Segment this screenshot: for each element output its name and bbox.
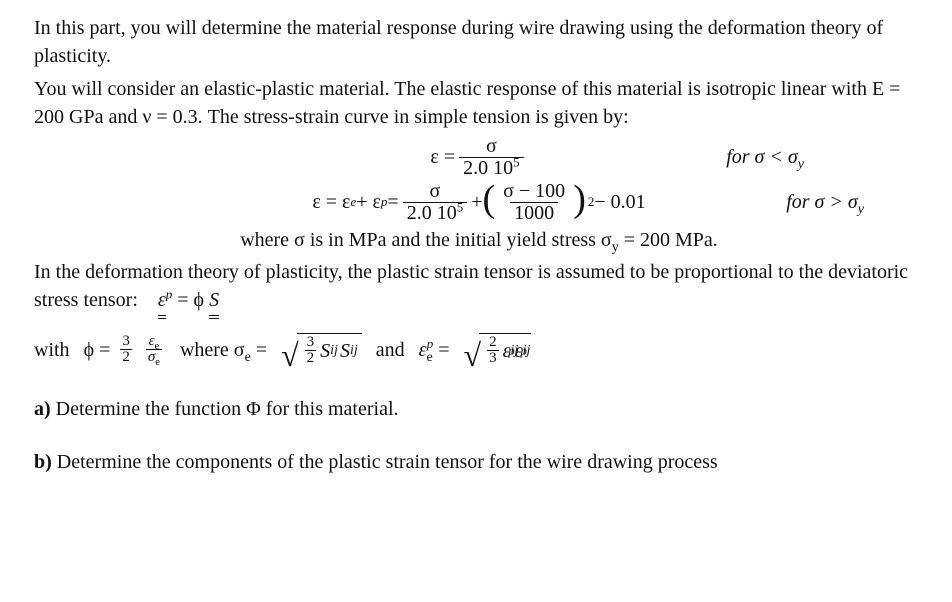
equation-elastic: ε = σ 2.0 105 for σ < σy <box>34 136 924 179</box>
eq1-denominator: 2.0 105 <box>459 157 524 179</box>
sqrt-radicand-1: 3 2 Sij Sij <box>297 333 362 368</box>
eps-e-p-def: εep = <box>419 336 450 364</box>
ep-sub: e <box>427 350 433 365</box>
three-over-two-b: 3 2 <box>305 335 317 368</box>
sqrt-radicand-2: 2 3 εijp εijp <box>479 333 531 368</box>
phi-definition: ϕ = 3 2 εe σe <box>84 334 166 367</box>
den-2b: 2 <box>305 350 317 367</box>
eq2-fraction-paren: σ − 100 1000 <box>499 181 569 224</box>
eq2-eq: = <box>387 188 398 216</box>
ee: εe <box>147 334 162 350</box>
intro-paragraph-2: You will consider an elastic-plastic mat… <box>34 75 924 132</box>
eq2-plus1: + ε <box>356 188 381 216</box>
eq2-paren-den: 1000 <box>510 202 558 224</box>
equation-plastic: ε = εe + εp = σ 2.0 105 + ( σ − 100 1000… <box>34 181 924 224</box>
ep-sup: p <box>427 336 434 351</box>
deform-S: S <box>209 289 219 311</box>
where-sub: e <box>245 350 251 365</box>
where1-text: where σ is in MPa and the initial yield … <box>240 229 612 251</box>
se-sub: e <box>155 357 160 368</box>
eq1-denom-base: 2.0 10 <box>463 157 513 179</box>
eq1-fraction: σ 2.0 105 <box>459 136 524 179</box>
eq1-sigma: σ <box>482 136 501 157</box>
question-b: b) Determine the components of the plast… <box>34 448 924 476</box>
ep-sym: ε <box>419 339 427 361</box>
sqrt-sigma-e: √ 3 2 Sij Sij <box>281 333 362 368</box>
three-over-two: 3 2 <box>120 334 132 367</box>
ee-over-se: εe σe <box>146 334 162 367</box>
eq2-sigma: σ <box>426 181 445 202</box>
eq2-fraction-1: σ 2.0 105 <box>403 181 468 224</box>
with-line: with ϕ = 3 2 εe σe where σe = √ <box>34 333 924 368</box>
deformation-paragraph: In the deformation theory of plasticity,… <box>34 258 924 319</box>
eq2-denom-exp: 5 <box>457 199 464 214</box>
ep-eq: = <box>438 339 449 361</box>
two-over-three: 2 3 <box>487 335 499 368</box>
den-2: 2 <box>120 349 132 366</box>
eq1-denom-exp: 5 <box>513 154 520 169</box>
eq2-minus: − 0.01 <box>594 188 645 216</box>
where-text: where σ <box>180 339 245 361</box>
eq2-condition: for σ > σy <box>786 188 864 216</box>
where1-tail: = 200 MPa. <box>619 229 718 251</box>
where1-sub: y <box>612 240 619 255</box>
eq2-denom-base: 2.0 10 <box>407 202 457 224</box>
deform-eps: ε <box>158 289 166 311</box>
where-eq: = <box>256 339 267 361</box>
eq2-plus2: + <box>471 188 482 216</box>
qa-b-label: b) <box>34 451 52 473</box>
sqrt-eps-e: √ 2 3 εijp εijp <box>464 333 531 368</box>
phi-lhs: ϕ = <box>84 336 111 364</box>
eq2-cond-text: for σ > σ <box>786 191 858 213</box>
num-3b: 3 <box>305 335 317 351</box>
problem-page: In this part, you will determine the mat… <box>0 0 952 602</box>
qa-a-text: Determine the function Φ for this materi… <box>51 398 399 420</box>
eq2-lhs-eps: ε = ε <box>312 188 350 216</box>
where-note: where σ is in MPa and the initial yield … <box>34 226 924 254</box>
eq2-cond-sub: y <box>858 202 864 217</box>
S1: S <box>320 337 330 365</box>
qa-b-text: Determine the components of the plastic … <box>52 451 718 473</box>
eq2-denom: 2.0 105 <box>403 202 468 224</box>
den-3c: 3 <box>487 350 499 367</box>
se: σe <box>146 349 162 366</box>
eq1-cond-sub: y <box>798 157 804 172</box>
eq1-cond-text: for σ < σ <box>726 146 798 168</box>
with-label: with <box>34 336 70 364</box>
eps-tensor: ε <box>158 286 166 318</box>
intro-paragraph-1: In this part, you will determine the mat… <box>34 14 924 71</box>
and-text: and <box>376 336 405 364</box>
eq1-lhs: ε = <box>430 143 455 171</box>
eq2-paren-num: σ − 100 <box>499 181 569 202</box>
qa-a-label: a) <box>34 398 51 420</box>
where-sigma-e: where σe = <box>180 336 267 364</box>
question-a: a) Determine the function Φ for this mat… <box>34 395 924 423</box>
num-3: 3 <box>120 334 132 350</box>
deform-eps-sup: p <box>166 287 173 302</box>
s-tensor: S <box>209 286 219 318</box>
num-2c: 2 <box>487 335 499 351</box>
eq1-condition: for σ < σy <box>726 143 804 171</box>
deform-eq-mid: = ϕ <box>177 289 209 311</box>
S2: S <box>340 337 350 365</box>
